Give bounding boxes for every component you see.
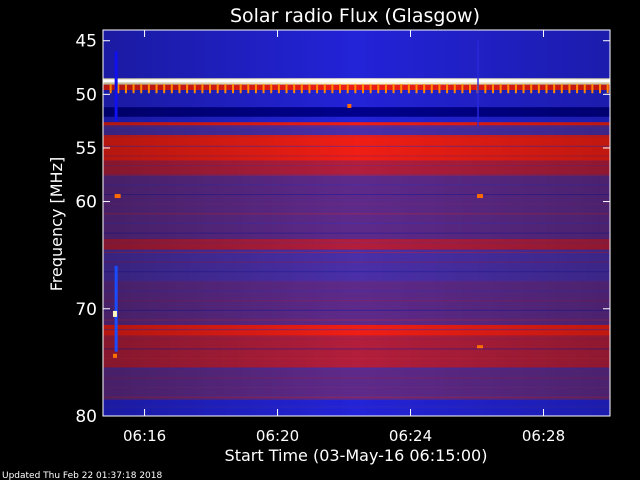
interference-tick [576,84,579,94]
plot-frame [102,29,611,417]
interference-tick [239,84,242,94]
interference-tick [553,84,556,94]
chart-title: Solar radio Flux (Glasgow) [230,5,480,27]
x-tick-label: 06:24 [389,427,432,445]
event-burst [114,194,121,199]
interference-tick [361,84,364,94]
interference-tick [224,84,227,94]
interference-tick [522,84,525,94]
event-burst [347,103,352,108]
interference-tick [545,84,548,94]
y-tick-label: 45 [75,32,97,52]
event-burst [477,345,484,349]
event-burst [112,353,117,358]
interference-tick [216,84,219,94]
event-streak [477,40,480,127]
interference-tick [331,84,334,94]
saturated-line [103,79,610,83]
interference-tick [293,84,296,94]
interference-tick [407,84,410,94]
y-axis-label: Frequency [MHz] [47,157,66,291]
interference-tick [354,84,357,94]
interference-tick [583,84,586,94]
interference-tick [446,84,449,94]
interference-tick [201,84,204,94]
event-streak [114,51,118,122]
interference-tick [484,84,487,94]
interference-tick [124,84,127,94]
interference-tick [606,84,609,94]
interference-tick [109,84,112,94]
interference-tick [491,84,494,94]
x-axis: 06:16 06:20 06:24 06:28 [123,30,565,445]
interference-tick [147,84,150,94]
interference-tick [170,84,173,94]
spectrogram-features [103,40,610,358]
y-tick-label: 80 [75,407,97,427]
interference-tick [507,84,510,94]
interference-tick [270,84,273,94]
interference-tick [400,84,403,94]
interference-tick [140,84,143,94]
interference-tick [117,84,120,94]
interference-tick [323,84,326,94]
interference-tick [461,84,464,94]
interference-tick [537,84,540,94]
interference-tick [346,84,349,94]
interference-tick [193,84,196,94]
event-burst [112,310,117,317]
event-streak [114,265,118,352]
interference-tick [560,84,563,94]
interference-tick [132,84,135,94]
interference-tick [316,84,319,94]
updated-timestamp: Updated Thu Feb 22 01:37:18 2018 [2,471,163,480]
interference-tick [377,84,380,94]
spectrogram-plot [103,30,610,416]
y-tick-label: 60 [75,193,97,213]
y-axis: 45 50 55 60 70 80 [75,32,610,427]
interference-tick [599,84,602,94]
interference-tick [277,84,280,94]
interference-tick [469,84,472,94]
edge-shading [103,30,610,416]
x-tick-label: 06:28 [522,427,565,445]
event-burst [477,194,484,199]
interference-tick [530,84,533,94]
interference-tick [369,84,372,94]
interference-tick [262,84,265,94]
interference-tick [178,84,181,94]
interference-tick [186,84,189,94]
interference-tick [155,84,158,94]
interference-tick [499,84,502,94]
interference-tick [247,84,250,94]
interference-tick [423,84,426,94]
interference-tick [339,84,342,94]
interference-tick [209,84,212,94]
y-tick-label: 50 [75,85,97,105]
interference-tick [384,84,387,94]
interference-tick [430,84,433,94]
interference-tick [300,84,303,94]
x-axis-label: Start Time (03-May-16 06:15:00) [225,446,488,465]
y-tick-label: 55 [75,139,97,159]
x-tick-label: 06:20 [256,427,299,445]
interference-tick [514,84,517,94]
interference-tick [285,84,288,94]
x-tick-label: 06:16 [123,427,166,445]
y-tick-label: 70 [75,300,97,320]
interference-tick [163,84,166,94]
interference-tick [568,84,571,94]
interference-tick [231,84,234,94]
interference-tick [415,84,418,94]
interference-tick [438,84,441,94]
interference-tick [591,84,594,94]
interference-tick [392,84,395,94]
interference-tick [453,84,456,94]
interference-tick [254,84,257,94]
interference-tick [308,84,311,94]
